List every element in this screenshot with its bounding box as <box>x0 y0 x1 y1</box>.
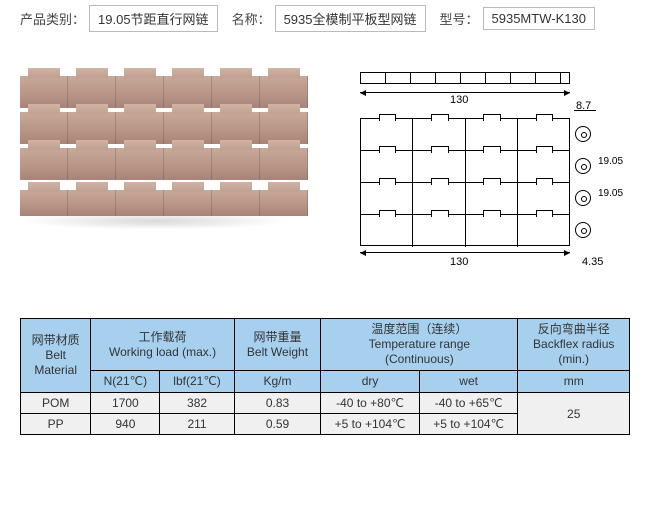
col-backflex: 反向弯曲半径Backflex radius(min.) <box>518 319 630 371</box>
dim-width-top: 130 <box>450 94 468 106</box>
sub-backflex: mm <box>518 371 630 393</box>
col-material: 网带材质BeltMaterial <box>21 319 91 393</box>
category-value: 19.05节距直行网链 <box>89 5 218 32</box>
model-value: 5935MTW-K130 <box>483 7 595 30</box>
diagram-top-section <box>360 72 570 84</box>
dim-pitch-a: 19.05 <box>598 156 623 167</box>
dim-bottom-offset: 4.35 <box>582 256 603 268</box>
diagram-grid <box>360 118 570 246</box>
col-load: 工作载荷Working load (max.) <box>91 319 234 371</box>
sub-dry: dry <box>321 371 420 393</box>
product-header: 产品类别： 19.05节距直行网链 名称： 5935全模制平板型网链 型号： 5… <box>20 4 650 32</box>
dim-width-bottom: 130 <box>450 256 468 268</box>
backflex-value: 25 <box>518 393 630 435</box>
dim-thickness: 8.7 <box>576 100 591 112</box>
spec-table: 网带材质BeltMaterial 工作载荷Working load (max.)… <box>20 318 630 435</box>
diagram-side-rollers <box>575 118 593 254</box>
category-label: 产品类别： <box>20 9 85 28</box>
sub-load-lbf: lbf(21℃) <box>160 371 234 393</box>
name-value: 5935全模制平板型网链 <box>275 5 426 32</box>
sub-wet: wet <box>419 371 518 393</box>
middle-section: 130 8.7 19.05 19.05 130 4.35 <box>20 72 650 268</box>
product-illustration <box>20 72 310 252</box>
col-weight: 网带重量Belt Weight <box>234 319 321 371</box>
table-row: POM 1700 382 0.83 -40 to +80℃ -40 to +65… <box>21 393 630 414</box>
name-label: 名称： <box>232 9 271 28</box>
engineering-diagram: 130 8.7 19.05 19.05 130 4.35 <box>350 72 620 268</box>
col-temp: 温度范围（连续）Temperature range(Continuous) <box>321 319 518 371</box>
dim-pitch-b: 19.05 <box>598 188 623 199</box>
sub-weight: Kg/m <box>234 371 321 393</box>
sub-load-n: N(21℃) <box>91 371 160 393</box>
model-label: 型号： <box>440 9 479 28</box>
